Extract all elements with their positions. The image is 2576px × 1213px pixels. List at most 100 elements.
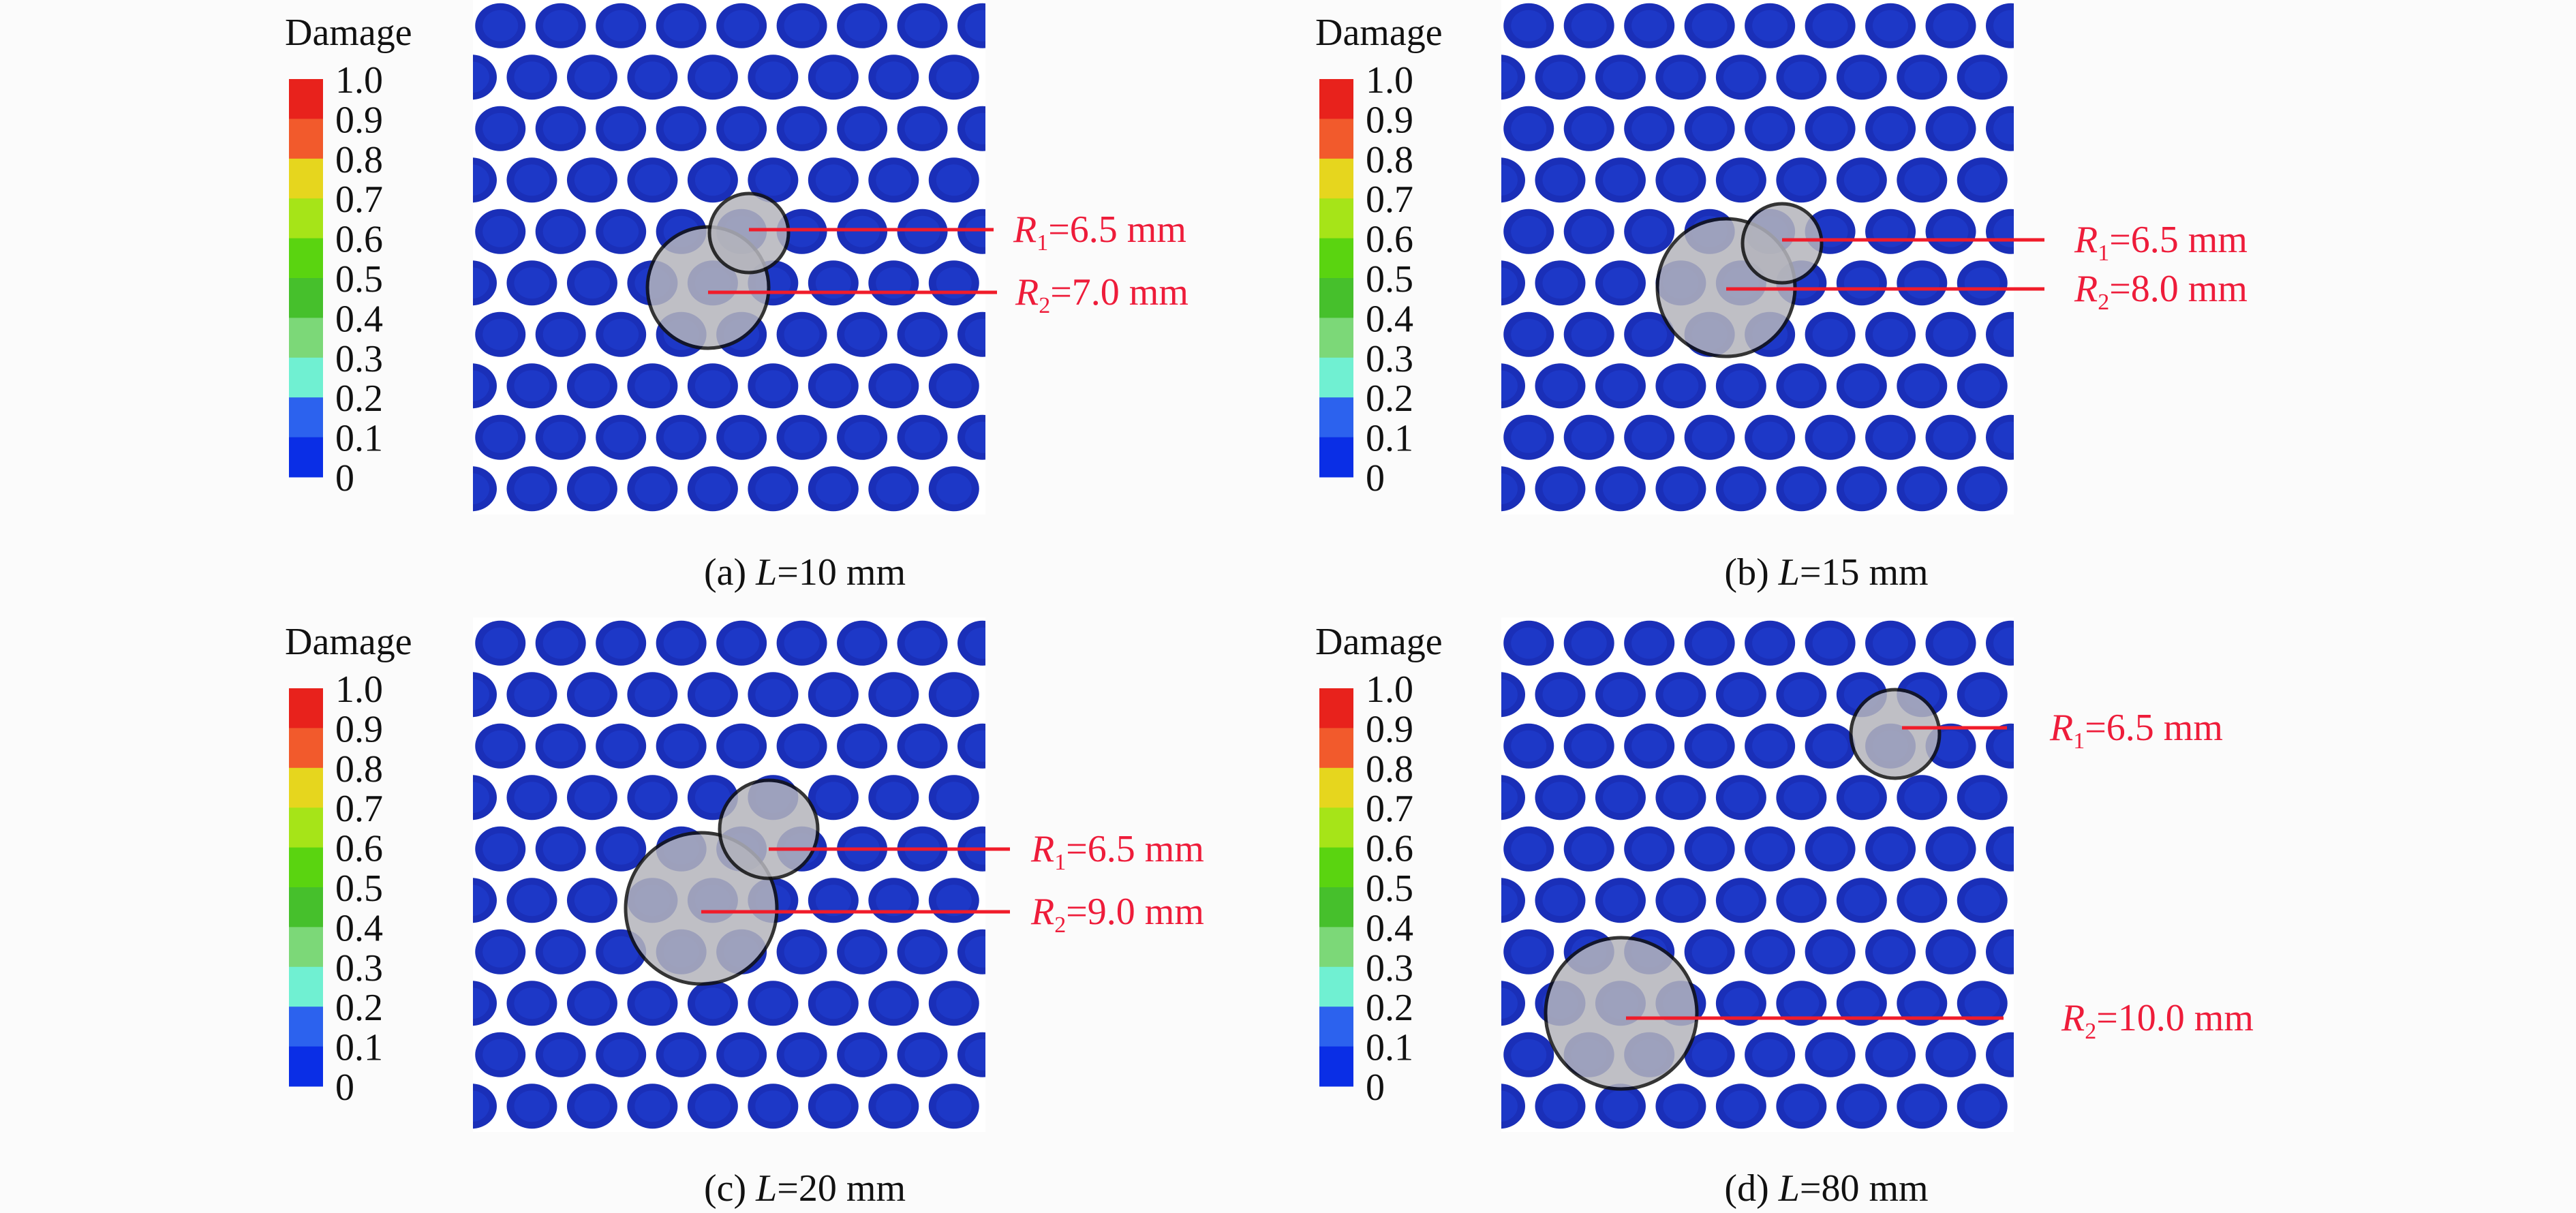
particle-core xyxy=(1873,112,1909,144)
particle-core xyxy=(423,1039,458,1071)
particle-core xyxy=(1501,885,1518,917)
particle-core xyxy=(755,987,791,1019)
particle-core xyxy=(394,370,429,401)
particle-core xyxy=(542,1039,579,1071)
legend-swatch xyxy=(1319,728,1353,769)
legend-tick-label: 0.2 xyxy=(335,378,383,420)
particle-core xyxy=(1783,1090,1820,1122)
particle-core xyxy=(1933,318,1969,350)
particle-core xyxy=(473,473,489,505)
legend-swatch xyxy=(1319,158,1353,199)
particle-core xyxy=(514,1090,550,1122)
particle-core xyxy=(1501,473,1518,505)
particle-core xyxy=(965,318,985,350)
particle xyxy=(386,157,437,202)
legend-swatch xyxy=(289,1046,323,1087)
particle-core xyxy=(904,1039,940,1071)
particle xyxy=(1017,1032,1068,1077)
particle-core xyxy=(1964,473,2000,505)
particle-core xyxy=(663,112,699,144)
particle-core xyxy=(1723,164,1759,196)
legend-tick-label: 0.3 xyxy=(1366,947,1413,989)
particle-core xyxy=(1663,370,1699,402)
particle xyxy=(1415,981,1465,1026)
particle xyxy=(2046,827,2096,872)
particle-core xyxy=(1783,885,1820,917)
particle-core xyxy=(1964,782,2000,814)
particle-core xyxy=(996,164,1032,196)
particle-core xyxy=(394,1090,429,1122)
particle-core xyxy=(965,1039,985,1071)
particle-core xyxy=(876,987,912,1019)
particle-core xyxy=(815,1090,851,1122)
particle xyxy=(415,209,465,254)
radius-label-r1: R1=6.5 mm xyxy=(2074,219,2248,266)
particle-core xyxy=(1451,319,1486,350)
particle-core xyxy=(1904,782,1940,814)
legend-swatch xyxy=(1319,278,1353,318)
particle xyxy=(1443,621,1494,666)
particle-core xyxy=(904,318,940,350)
particle xyxy=(1017,415,1068,460)
particle-core xyxy=(1602,473,1638,505)
particle-core xyxy=(423,628,458,659)
particle-core xyxy=(2025,679,2060,710)
legend-tick-label: 0.5 xyxy=(1366,867,1413,910)
particle-core xyxy=(1904,885,1940,917)
panel-caption: (b) L=15 mm xyxy=(1724,551,1928,594)
particle-core xyxy=(1511,10,1547,42)
particle-core xyxy=(1571,10,1607,42)
particle-core xyxy=(1691,421,1728,453)
particle-core xyxy=(1542,1090,1578,1122)
particle-core xyxy=(473,164,489,196)
particle xyxy=(415,724,465,769)
particle-core xyxy=(2025,782,2060,813)
particle-core xyxy=(1663,473,1699,505)
particle-core xyxy=(1542,679,1578,711)
particle-core xyxy=(965,730,985,762)
legend-tick-label: 0.6 xyxy=(1366,219,1413,261)
particle xyxy=(1415,363,1465,408)
particle-core xyxy=(514,885,550,917)
particle xyxy=(2046,3,2096,48)
particle-core xyxy=(1873,318,1909,350)
particle-core xyxy=(904,112,940,144)
legend-tick-label: 0.8 xyxy=(335,748,383,790)
particle-core xyxy=(1571,421,1607,453)
particle xyxy=(2046,930,2096,974)
particle-core xyxy=(1542,370,1578,402)
particle-core xyxy=(965,112,985,144)
legend-swatch xyxy=(289,767,323,808)
particle-core xyxy=(473,987,489,1019)
particle-core xyxy=(482,421,519,453)
particle-core xyxy=(1873,833,1909,865)
particle-core xyxy=(1631,421,1668,453)
particle-core xyxy=(514,164,550,196)
particle-core xyxy=(1752,833,1788,865)
legend-swatch xyxy=(289,808,323,848)
legend-swatch xyxy=(289,688,323,728)
particle xyxy=(415,3,465,48)
particle-core xyxy=(1691,936,1728,968)
particle xyxy=(386,466,437,511)
particle-core xyxy=(423,422,458,453)
particle xyxy=(1017,3,1068,48)
particle-core xyxy=(876,61,912,93)
particle xyxy=(989,1084,1039,1128)
legend-tick-label: 0.8 xyxy=(335,139,383,181)
particle-core xyxy=(1843,1090,1880,1122)
damage-zone-r2 xyxy=(1544,936,1699,1091)
particle xyxy=(1443,827,1494,872)
particle-core xyxy=(1422,1090,1458,1122)
particle-core xyxy=(1422,885,1458,916)
particle-core xyxy=(634,1090,671,1122)
particle-core xyxy=(1663,782,1699,814)
particle-core xyxy=(1451,1039,1486,1071)
particle-core xyxy=(1501,679,1518,711)
particle-core xyxy=(1904,61,1940,93)
particle-core xyxy=(574,370,610,402)
particle-core xyxy=(1631,215,1668,247)
legend-tick-label: 0.7 xyxy=(335,179,383,221)
particle xyxy=(386,775,437,820)
legend-tick-label: 0.8 xyxy=(1366,139,1413,181)
